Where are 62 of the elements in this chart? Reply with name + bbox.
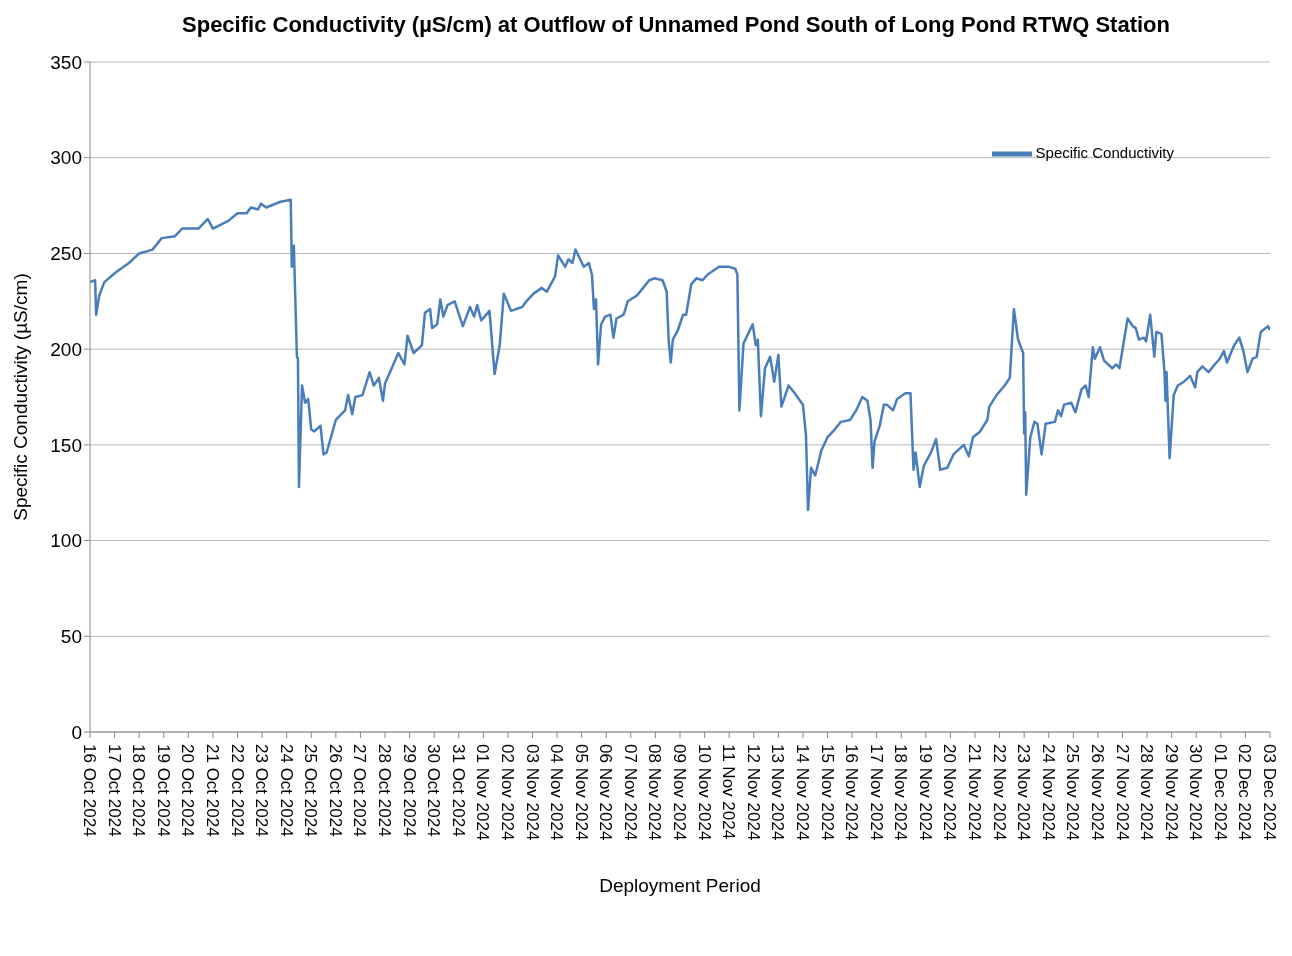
x-tick-label: 20 Nov 2024	[940, 744, 960, 841]
y-tick-label: 50	[60, 626, 82, 648]
x-tick-label: 10 Nov 2024	[694, 744, 714, 841]
x-tick-label: 09 Nov 2024	[670, 744, 690, 841]
x-tick-label: 03 Dec 2024	[1260, 744, 1280, 841]
x-tick-label: 16 Nov 2024	[842, 744, 862, 841]
chart-title: Specific Conductivity (µS/cm) at Outflow of Unnamed Pond South of Long Pond RTWQ Station	[181, 11, 1171, 39]
y-tick-label: 250	[50, 243, 82, 265]
x-tick-label: 02 Dec 2024	[1235, 744, 1255, 841]
x-tick-label: 01 Nov 2024	[473, 744, 493, 841]
y-tick-label: 150	[50, 434, 82, 456]
y-tick-label: 100	[50, 530, 82, 552]
line-series	[90, 198, 1270, 512]
x-tick-label: 27 Oct 2024	[350, 744, 370, 837]
x-tick-label: 25 Nov 2024	[1063, 744, 1083, 841]
x-tick-label: 15 Nov 2024	[817, 744, 837, 841]
x-tick-label: 17 Oct 2024	[104, 744, 124, 837]
x-tick-label: 22 Oct 2024	[227, 744, 247, 837]
x-tick-label: 25 Oct 2024	[301, 744, 321, 837]
y-tick-label: 0	[71, 721, 82, 743]
y-tick-label: 200	[50, 338, 82, 360]
x-tick-label: 30 Oct 2024	[424, 744, 444, 837]
x-tick-label: 03 Nov 2024	[522, 744, 542, 841]
x-tick-label: 28 Oct 2024	[375, 744, 395, 837]
y-axis-title: Specific Conductivity (µS/cm)	[9, 273, 31, 521]
x-tick-label: 12 Nov 2024	[743, 744, 763, 841]
x-tick-label: 28 Nov 2024	[1137, 744, 1157, 841]
x-tick-label: 31 Oct 2024	[448, 744, 468, 837]
x-tick-label: 29 Nov 2024	[1161, 744, 1181, 841]
x-tick-label: 01 Dec 2024	[1210, 744, 1230, 841]
x-tick-label: 18 Nov 2024	[891, 744, 911, 841]
x-tick-label: 30 Nov 2024	[1186, 744, 1206, 841]
x-tick-label: 23 Nov 2024	[1014, 744, 1034, 841]
x-tick-label: 22 Nov 2024	[989, 744, 1009, 841]
x-tick-label: 13 Nov 2024	[768, 744, 788, 841]
legend-label: Specific Conductivity	[1035, 144, 1174, 162]
x-tick-label: 04 Nov 2024	[547, 744, 567, 841]
x-tick-label: 26 Nov 2024	[1087, 744, 1107, 841]
x-tick-label: 07 Nov 2024	[620, 744, 640, 841]
x-tick-label: 21 Oct 2024	[202, 744, 222, 837]
x-axis-title: Deployment Period	[599, 875, 761, 896]
x-tick-label: 24 Oct 2024	[276, 744, 296, 837]
x-tick-label: 26 Oct 2024	[325, 744, 345, 837]
x-tick-label: 02 Nov 2024	[497, 744, 517, 841]
y-tick-label: 350	[50, 51, 82, 73]
x-tick-label: 27 Nov 2024	[1112, 744, 1132, 841]
x-tick-label: 18 Oct 2024	[129, 744, 149, 837]
x-tick-label: 11 Nov 2024	[719, 744, 739, 840]
x-tick-label: 29 Oct 2024	[399, 744, 419, 837]
x-tick-label: 19 Oct 2024	[153, 744, 173, 837]
x-tick-label: 23 Oct 2024	[252, 744, 272, 837]
x-tick-label: 16 Oct 2024	[80, 744, 100, 837]
x-tick-label: 05 Nov 2024	[571, 744, 591, 841]
x-tick-label: 14 Nov 2024	[792, 744, 812, 841]
x-tick-label: 08 Nov 2024	[645, 744, 665, 841]
x-tick-label: 24 Nov 2024	[1038, 744, 1058, 841]
x-tick-label: 17 Nov 2024	[866, 744, 886, 841]
y-tick-label: 300	[50, 147, 82, 169]
x-tick-label: 21 Nov 2024	[965, 744, 985, 841]
x-tick-label: 20 Oct 2024	[178, 744, 198, 837]
x-tick-label: 19 Nov 2024	[915, 744, 935, 841]
x-tick-label: 06 Nov 2024	[596, 744, 616, 841]
